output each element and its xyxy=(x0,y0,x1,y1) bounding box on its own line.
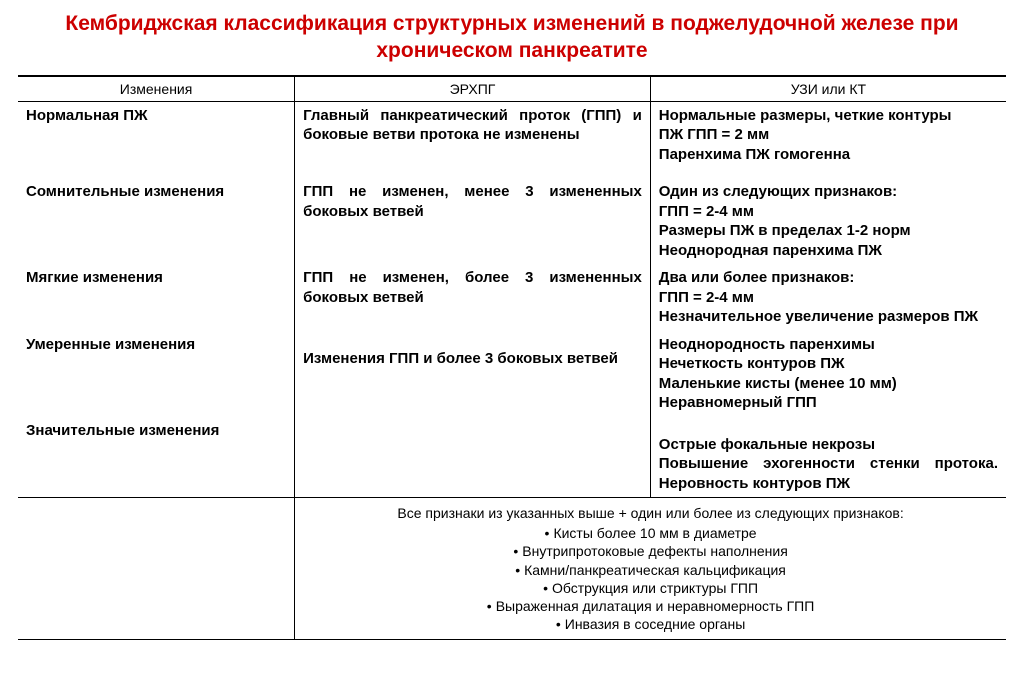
us-line: Нормальные размеры, четкие контуры xyxy=(659,106,998,126)
header-changes: Изменения xyxy=(18,76,295,102)
table-row: Нормальная ПЖ Главный панкреатический пр… xyxy=(18,101,1006,168)
table-bottom-row: Все признаки из указанных выше + один ил… xyxy=(18,498,1006,640)
us-line: Острые фокальные некрозы xyxy=(659,435,998,455)
row-label-moderate: Умеренные изменения xyxy=(18,331,295,417)
bottom-criteria: Все признаки из указанных выше + один ил… xyxy=(295,498,1006,640)
cell-ercp xyxy=(295,417,651,498)
bullet-list: Кисты более 10 мм в диаметре Внутрипрото… xyxy=(325,524,976,633)
us-line: ГПП = 2-4 мм xyxy=(659,202,998,222)
table-header-row: Изменения ЭРХПГ УЗИ или КТ xyxy=(18,76,1006,102)
table-row: Умеренные изменения Изменения ГПП и боле… xyxy=(18,331,1006,417)
bullet-item: Камни/панкреатическая кальцификация xyxy=(325,561,976,579)
us-line: Два или более признаков: xyxy=(659,268,998,288)
header-ercp: ЭРХПГ xyxy=(295,76,651,102)
cell-us: Один из следующих признаков: ГПП = 2-4 м… xyxy=(650,178,1006,264)
us-line: Маленькие кисты (менее 10 мм) xyxy=(659,374,998,394)
table-row: Значительные изменения Острые фокальные … xyxy=(18,417,1006,498)
us-line: ГПП = 2-4 мм xyxy=(659,288,998,308)
bottom-empty xyxy=(18,498,295,640)
page-title: Кембриджская классификация структурных и… xyxy=(18,10,1006,65)
table-row: Сомнительные изменения ГПП не изменен, м… xyxy=(18,178,1006,264)
us-line: Нечеткость контуров ПЖ xyxy=(659,354,998,374)
ercp-text: Изменения ГПП и более 3 боковых ветвей xyxy=(303,349,642,369)
header-us-ct: УЗИ или КТ xyxy=(650,76,1006,102)
us-line: Неоднородная паренхима ПЖ xyxy=(659,241,998,261)
bullet-item: Обструкция или стриктуры ГПП xyxy=(325,579,976,597)
classification-table: Изменения ЭРХПГ УЗИ или КТ Нормальная ПЖ… xyxy=(18,75,1006,641)
bullet-item: Инвазия в соседние органы xyxy=(325,615,976,633)
us-line: Размеры ПЖ в пределах 1-2 норм xyxy=(659,221,998,241)
row-label-doubtful: Сомнительные изменения xyxy=(18,178,295,264)
cell-us: Неоднородность паренхимы Нечеткость конт… xyxy=(650,331,1006,417)
cell-us: Острые фокальные некрозы Повышение эхоге… xyxy=(650,417,1006,498)
cell-us: Нормальные размеры, четкие контуры ПЖ ГП… xyxy=(650,101,1006,168)
us-line: Паренхима ПЖ гомогенна xyxy=(659,145,998,165)
cell-ercp: Главный панкреатический проток (ГПП) и б… xyxy=(295,101,651,168)
cell-ercp: ГПП не изменен, менее 3 измененных боков… xyxy=(295,178,651,264)
row-label-normal: Нормальная ПЖ xyxy=(18,101,295,168)
us-line: Неоднородность паренхимы xyxy=(659,335,998,355)
table-row: Мягкие изменения ГПП не изменен, более 3… xyxy=(18,264,1006,331)
us-line: Повышение эхогенности стенки протока. Не… xyxy=(659,454,998,493)
us-line: ПЖ ГПП = 2 мм xyxy=(659,125,998,145)
bullet-item: Выраженная дилатация и неравномерность Г… xyxy=(325,597,976,615)
us-line: Незначительное увеличение размеров ПЖ xyxy=(659,307,998,327)
bottom-intro: Все признаки из указанных выше + один ил… xyxy=(325,504,976,522)
us-line: Один из следующих признаков: xyxy=(659,182,998,202)
bullet-item: Внутрипротоковые дефекты наполнения xyxy=(325,542,976,560)
us-line: Неравномерный ГПП xyxy=(659,393,998,413)
cell-ercp: Изменения ГПП и более 3 боковых ветвей xyxy=(295,331,651,417)
bullet-item: Кисты более 10 мм в диаметре xyxy=(325,524,976,542)
cell-us: Два или более признаков: ГПП = 2-4 мм Не… xyxy=(650,264,1006,331)
row-label-mild: Мягкие изменения xyxy=(18,264,295,331)
row-label-severe: Значительные изменения xyxy=(18,417,295,498)
cell-ercp: ГПП не изменен, более 3 измененных боков… xyxy=(295,264,651,331)
